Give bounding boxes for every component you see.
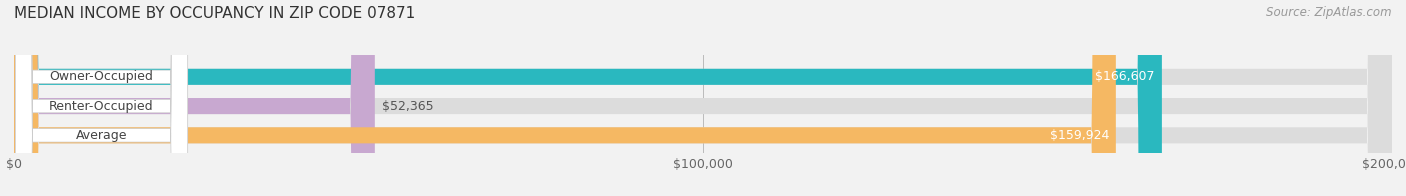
FancyBboxPatch shape (14, 0, 1392, 196)
FancyBboxPatch shape (14, 0, 1392, 196)
Text: MEDIAN INCOME BY OCCUPANCY IN ZIP CODE 07871: MEDIAN INCOME BY OCCUPANCY IN ZIP CODE 0… (14, 6, 415, 21)
Text: Owner-Occupied: Owner-Occupied (49, 70, 153, 83)
Text: $166,607: $166,607 (1095, 70, 1154, 83)
FancyBboxPatch shape (15, 0, 187, 196)
Text: Average: Average (76, 129, 128, 142)
Text: Renter-Occupied: Renter-Occupied (49, 100, 153, 113)
FancyBboxPatch shape (14, 0, 1392, 196)
FancyBboxPatch shape (14, 0, 375, 196)
Text: $159,924: $159,924 (1049, 129, 1109, 142)
Text: Source: ZipAtlas.com: Source: ZipAtlas.com (1267, 6, 1392, 19)
FancyBboxPatch shape (14, 0, 1116, 196)
Text: $52,365: $52,365 (381, 100, 433, 113)
FancyBboxPatch shape (14, 0, 1161, 196)
FancyBboxPatch shape (15, 0, 187, 196)
FancyBboxPatch shape (15, 0, 187, 196)
